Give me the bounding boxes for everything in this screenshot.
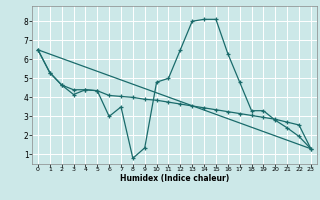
X-axis label: Humidex (Indice chaleur): Humidex (Indice chaleur) xyxy=(120,174,229,183)
